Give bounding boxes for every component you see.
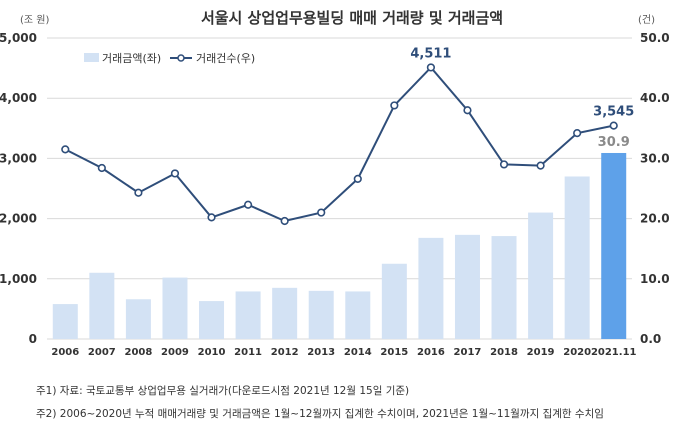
- legend-bar-swatch: [84, 53, 99, 62]
- line-point: [243, 200, 253, 209]
- x-tick-label: 2018: [490, 347, 518, 358]
- bar: [564, 176, 590, 339]
- x-axis-ticks: 2006 2007 2008 2009 2010 2011 2012 2013 2014 2015…: [51, 347, 636, 358]
- bar: [162, 277, 188, 339]
- x-tick-label: 2009: [161, 347, 189, 358]
- right-tick-label: 40.0: [640, 91, 670, 105]
- footnote-period: 주2) 2006~2020년 누적 매매거래량 및 거래금액은 1월~12월까지…: [36, 408, 604, 420]
- left-tick-label: 5,000: [0, 31, 37, 45]
- left-tick-label: 1,000: [0, 272, 37, 286]
- x-tick-label: 2021.11: [591, 347, 637, 358]
- bar: [199, 301, 225, 339]
- line-point: [390, 101, 399, 110]
- x-tick-label: 2020: [563, 347, 591, 358]
- right-tick-label: 0.0: [640, 332, 661, 346]
- line-point: [61, 145, 70, 154]
- right-tick-label: 10.0: [640, 272, 670, 286]
- legend: 거래금액(좌) 거래건수(우): [84, 52, 255, 65]
- line-point: [353, 174, 362, 183]
- line-data-label: 4,511: [410, 46, 451, 61]
- bar: [491, 236, 517, 339]
- legend-line-marker: [177, 54, 185, 62]
- left-tick-label: 3,000: [0, 151, 37, 165]
- line-point: [317, 208, 326, 217]
- line-point: [134, 188, 143, 197]
- bar: [528, 212, 554, 339]
- line-path: [64, 65, 614, 223]
- left-tick-label: 2,000: [0, 212, 37, 226]
- legend-line-label: 거래건수(우): [196, 52, 255, 65]
- line-data-label: 3,545: [593, 105, 634, 120]
- right-tick-label: 30.0: [640, 151, 670, 165]
- left-axis-ticks: 0 1,000 2,000 3,000 4,000 5,000: [0, 31, 37, 346]
- bar: [125, 299, 151, 339]
- line-point: [573, 129, 582, 138]
- right-tick-label: 50.0: [640, 31, 670, 45]
- x-tick-label: 2008: [124, 347, 152, 358]
- x-tick-label: 2012: [271, 347, 299, 358]
- x-tick-label: 2016: [417, 347, 445, 358]
- left-tick-label: 4,000: [0, 91, 37, 105]
- footnote-source: 주1) 자료: 국토교통부 상업업무용 실거래가(다운로드시점 2021년 12…: [36, 385, 410, 397]
- line-point: [463, 106, 472, 115]
- left-tick-label: 0: [29, 332, 37, 346]
- bar: [235, 291, 261, 339]
- x-tick-label: 2017: [454, 347, 482, 358]
- chart-title: 서울시 상업업무용빌딩 매매 거래량 및 거래금액: [201, 9, 503, 27]
- bar: [381, 263, 407, 339]
- data-labels: 4,511 3,545 30.9: [410, 46, 634, 150]
- bar: [418, 237, 444, 339]
- bar: [454, 234, 480, 339]
- bar: [272, 287, 298, 339]
- line-series: [61, 63, 618, 226]
- line-point: [609, 121, 618, 130]
- x-tick-label: 2014: [344, 347, 372, 358]
- bar: [345, 291, 371, 339]
- bar: [89, 272, 115, 339]
- left-axis-unit: (조 원): [20, 14, 49, 26]
- line-point: [170, 169, 180, 178]
- legend-bar-label: 거래금액(좌): [102, 52, 161, 65]
- line-point: [426, 63, 436, 72]
- combo-chart: 서울시 상업업무용빌딩 매매 거래량 및 거래금액 (조 원) (건) 0 1,0…: [0, 9, 670, 358]
- bar-data-label: 30.9: [598, 135, 630, 150]
- line-point: [97, 163, 106, 173]
- bar: [601, 152, 627, 339]
- line-point: [280, 216, 289, 226]
- x-tick-label: 2013: [307, 347, 335, 358]
- x-tick-label: 2010: [198, 347, 226, 358]
- right-axis-ticks: 0.0 10.0 20.0 30.0 40.0 50.0: [640, 31, 670, 346]
- line-point: [536, 161, 545, 170]
- bar-series: [52, 152, 627, 339]
- line-point: [207, 213, 216, 222]
- line-point: [499, 160, 509, 169]
- x-tick-label: 2011: [234, 347, 262, 358]
- x-tick-label: 2019: [527, 347, 555, 358]
- x-tick-label: 2007: [88, 347, 116, 358]
- right-tick-label: 20.0: [640, 212, 670, 226]
- bar: [308, 290, 334, 339]
- right-axis-unit: (건): [638, 14, 655, 26]
- bar: [52, 304, 78, 339]
- x-tick-label: 2006: [51, 347, 79, 358]
- x-tick-label: 2015: [380, 347, 408, 358]
